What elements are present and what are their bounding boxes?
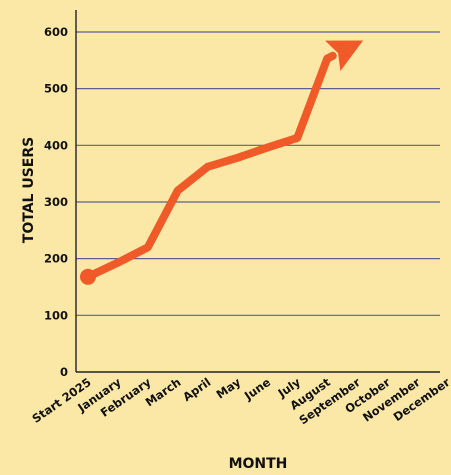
trend-arrow-head [325,40,364,71]
y-axis-label: TOTAL USERS [21,137,37,243]
y-tick-300: 300 [44,195,68,209]
x-tick-april: April [180,375,213,404]
start-point-marker [80,268,96,285]
x-tick-june: June [241,375,273,403]
y-tick-0: 0 [60,365,68,379]
y-tick-600: 600 [44,25,68,39]
users-line [84,51,337,281]
series-users [80,40,364,285]
x-axis-label: MONTH [229,456,288,472]
y-tick-100: 100 [44,308,68,322]
y-tick-400: 400 [44,138,68,152]
y-tick-labels: 0 100 200 300 400 500 600 [44,25,68,379]
y-tick-200: 200 [44,252,68,266]
x-tick-may: May [214,375,244,402]
gridlines [76,31,440,373]
y-tick-500: 500 [44,82,68,96]
